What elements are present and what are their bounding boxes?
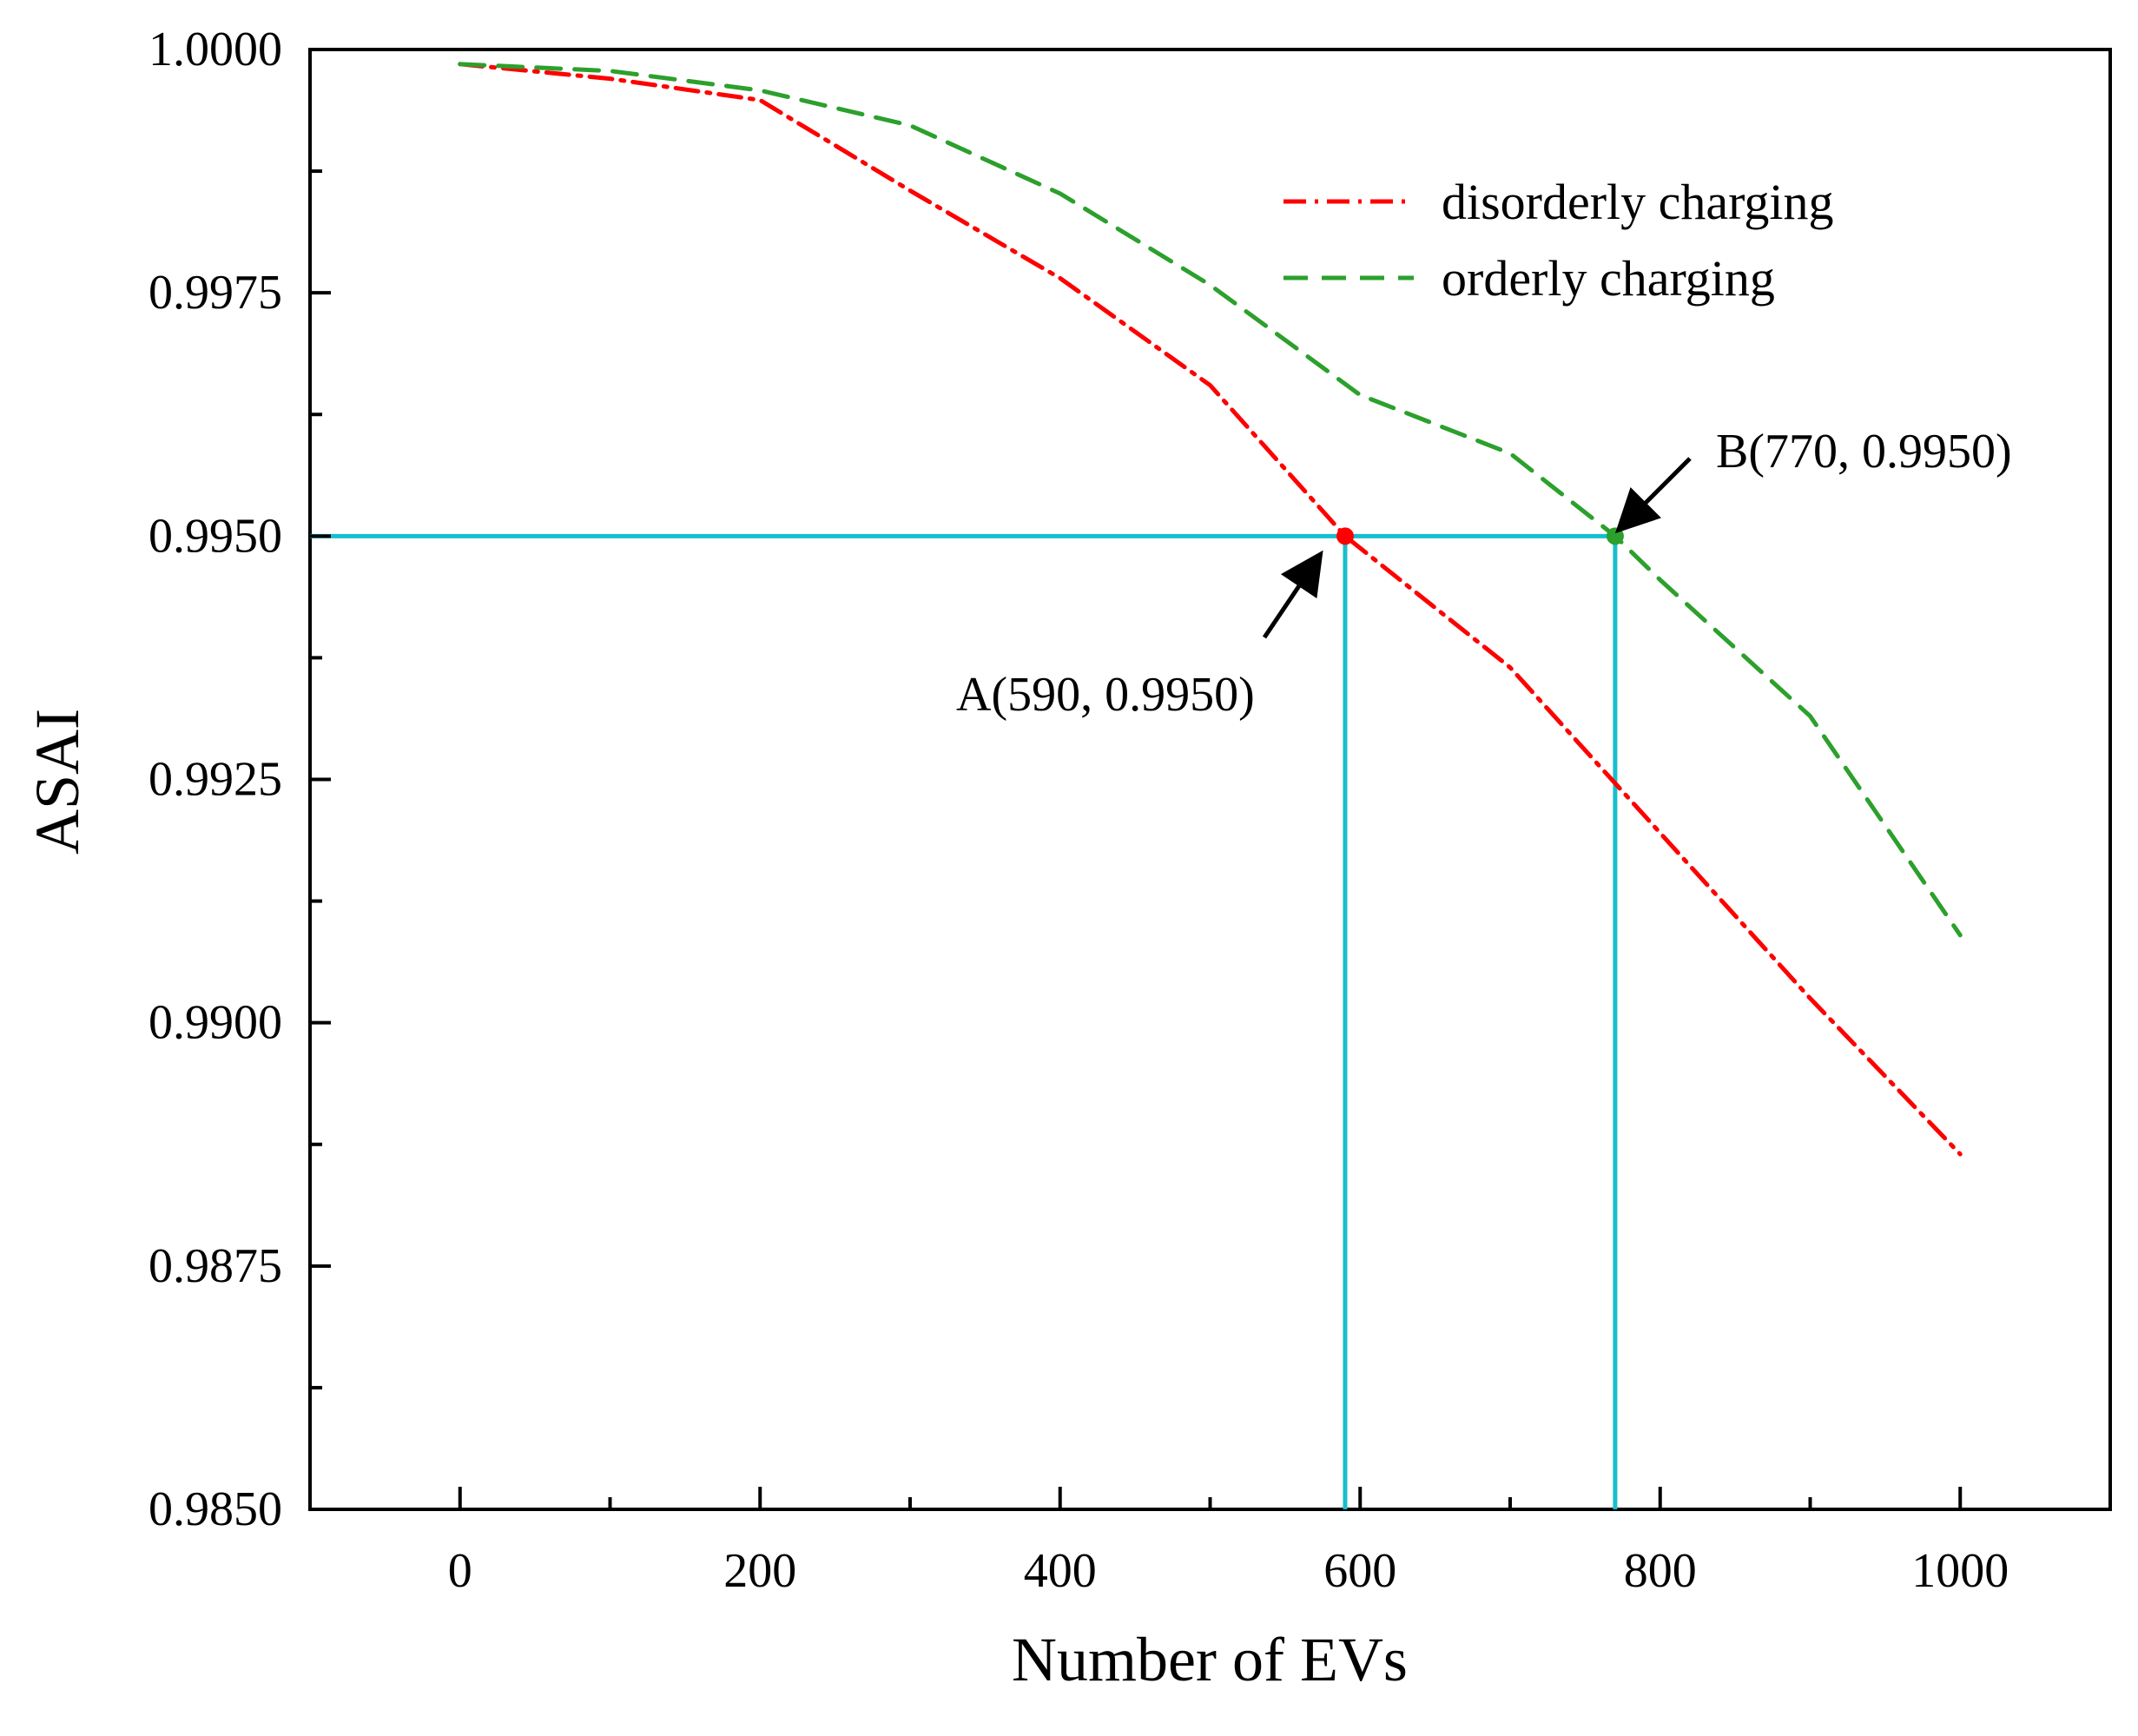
plot-area — [308, 48, 2112, 1511]
legend-disorderly-label: disorderly charging — [1442, 174, 1834, 230]
axis-ticks: 0 200 400 600 800 1000 0.9850 0.9875 0.9900 0.992… — [148, 23, 2009, 1598]
annotation-arrow-b — [1614, 457, 1692, 534]
y-tick-label-5: 0.9975 — [148, 266, 282, 320]
series-lines — [458, 62, 1963, 1157]
annotation-point-1 — [1606, 527, 1624, 545]
series-line-1 — [458, 62, 1963, 938]
annotation-arrow-a — [1262, 550, 1323, 639]
x-tick-label-1: 200 — [723, 1544, 796, 1598]
x-tick-label-0: 0 — [448, 1544, 472, 1598]
annotation-point-0 — [1336, 527, 1354, 545]
y-tick-label-6: 1.0000 — [148, 23, 282, 76]
annotations: A(590, 0.9950) B(770, 0.9950) — [956, 425, 2012, 722]
legend: disorderly charging orderly charging — [1283, 174, 1834, 307]
reference-lines — [310, 533, 1618, 1509]
x-tick-label-3: 600 — [1323, 1544, 1396, 1598]
y-tick-label-0: 0.9850 — [148, 1482, 282, 1536]
y-tick-label-3: 0.9925 — [148, 753, 282, 807]
series-line-0 — [458, 62, 1963, 1157]
y-tick-label-4: 0.9950 — [148, 509, 282, 563]
annotation-a-label: A(590, 0.9950) — [956, 668, 1255, 722]
x-tick-label-4: 800 — [1624, 1544, 1697, 1598]
x-axis-label: Number of EVs — [1012, 1625, 1408, 1694]
x-tick-label-2: 400 — [1024, 1544, 1097, 1598]
y-tick-label-2: 0.9900 — [148, 996, 282, 1050]
y-axis-label: ASAI — [23, 709, 92, 855]
legend-orderly-label: orderly charging — [1442, 250, 1775, 307]
x-tick-label-5: 1000 — [1911, 1544, 2009, 1598]
y-tick-label-1: 0.9875 — [148, 1239, 282, 1293]
annotation-b-label: B(770, 0.9950) — [1716, 425, 2012, 479]
